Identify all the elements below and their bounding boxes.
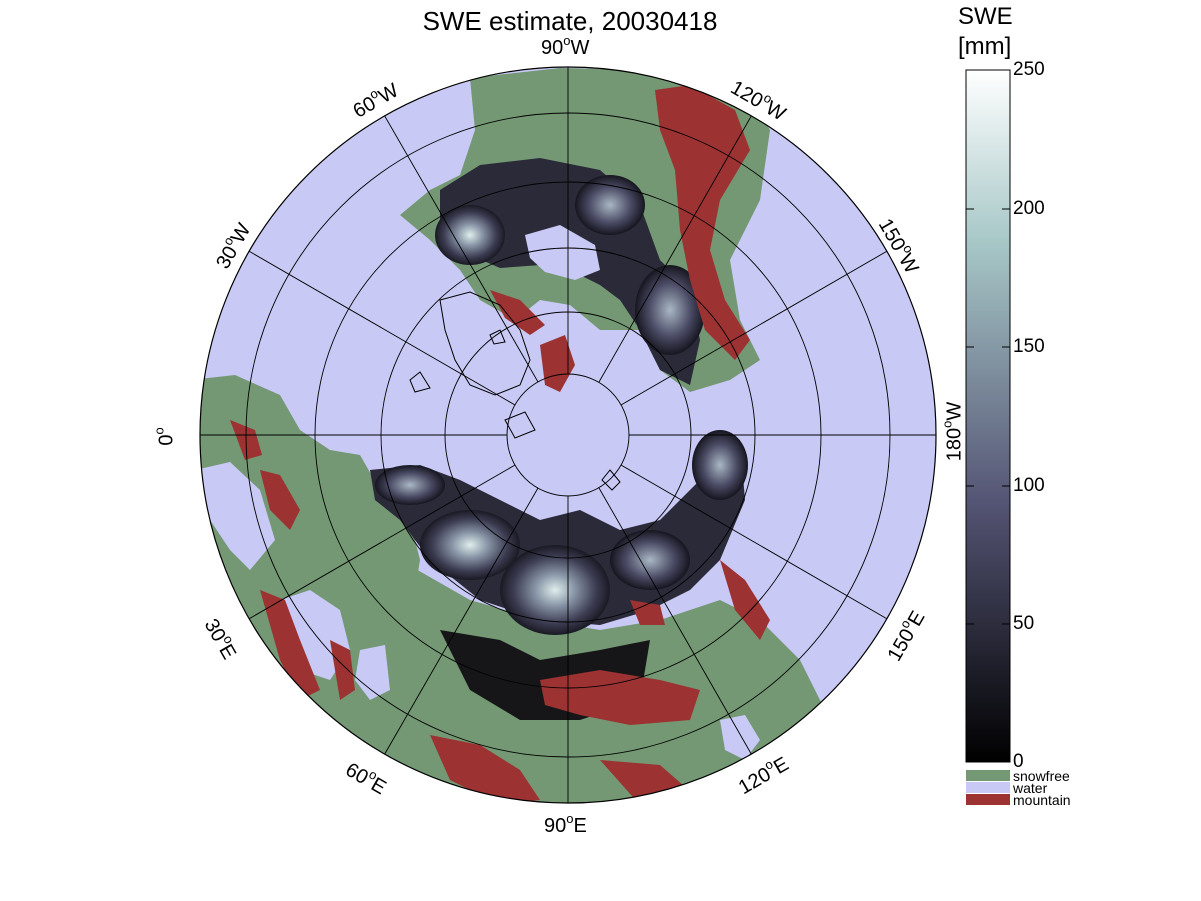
legend-label-water: water	[1013, 780, 1048, 796]
colorbar-tick-100: 100	[1013, 475, 1045, 496]
map-frame	[199, 66, 937, 804]
lon-label-0: 0o	[151, 427, 178, 446]
lon-label-90e: 90oE	[544, 811, 587, 837]
graticule	[200, 67, 936, 803]
colorbar-tick-200: 200	[1013, 198, 1045, 219]
eurasia-landmass	[370, 430, 830, 803]
colorbar-tick-50: 50	[1013, 613, 1035, 634]
legend-swatch-water	[966, 782, 1010, 793]
lon-label-90w: 90oW	[541, 33, 590, 59]
legend-label-mountain: mountain	[1013, 792, 1071, 808]
colorbar-tick-250: 250	[1013, 59, 1045, 80]
colorbar-unit: [mm]	[958, 33, 1012, 60]
colorbar-title: SWE	[958, 3, 1013, 30]
north-america-landmass	[400, 68, 770, 392]
colorbar-tick-150: 150	[1013, 336, 1045, 357]
greenland-outline	[409, 291, 621, 491]
map-disk	[200, 67, 936, 803]
lon-label-180w: 180oW	[939, 401, 966, 462]
legend-swatch-snowfree	[966, 770, 1010, 781]
hudson-bay	[525, 225, 600, 280]
map-title: SWE estimate, 20030418	[422, 6, 718, 36]
colorbar	[965, 69, 1011, 763]
colorbar-ticks	[966, 69, 1010, 625]
legend-label-snowfree: snowfree	[1013, 768, 1070, 784]
colorbar-tick-0: 0	[1013, 751, 1024, 772]
legend-swatch-mountain	[966, 794, 1010, 805]
